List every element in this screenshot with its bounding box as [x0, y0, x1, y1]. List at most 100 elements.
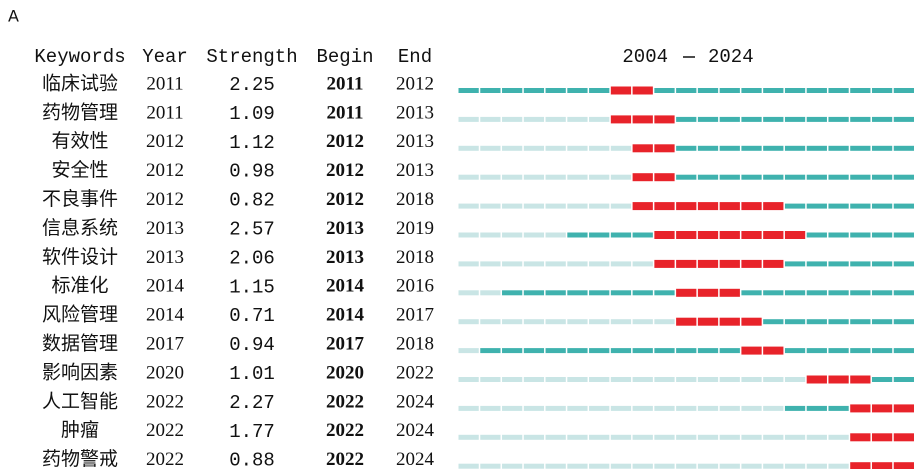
active-cell	[828, 203, 849, 209]
inactive-cell	[480, 319, 501, 325]
strength: 2.06	[229, 247, 275, 269]
active-cell	[697, 145, 719, 151]
inactive-cell	[763, 434, 784, 440]
active-cell	[850, 348, 871, 354]
burst-cell	[654, 173, 675, 182]
inactive-cell	[458, 232, 479, 238]
inactive-cell	[523, 203, 545, 209]
inactive-cell	[589, 319, 610, 325]
active-cell	[806, 116, 827, 122]
inactive-cell	[589, 463, 610, 469]
inactive-cell	[567, 405, 588, 411]
inactive-cell	[763, 377, 784, 382]
active-cell	[828, 232, 849, 238]
active-cell	[741, 290, 762, 296]
inactive-cell	[676, 463, 697, 469]
inactive-cell	[610, 145, 632, 151]
burst-cell	[610, 115, 632, 124]
inactive-cell	[719, 405, 740, 411]
year: 2020	[146, 362, 184, 383]
inactive-cell	[523, 377, 545, 382]
inactive-cell	[458, 174, 479, 180]
inactive-cell	[458, 377, 479, 382]
year: 2011	[146, 73, 183, 94]
inactive-cell	[523, 174, 545, 180]
strength: 0.82	[229, 190, 275, 212]
burst-cell	[893, 404, 914, 413]
keyword: 安全性	[51, 159, 108, 181]
keyword: 药物管理	[42, 101, 118, 123]
keyword: 信息系统	[42, 217, 118, 239]
active-cell	[893, 88, 914, 93]
inactive-cell	[610, 319, 632, 325]
active-cell	[632, 348, 653, 354]
begin: 2022	[326, 449, 364, 469]
inactive-cell	[523, 145, 545, 151]
active-cell	[697, 116, 719, 122]
active-cell	[763, 145, 784, 151]
active-cell	[502, 88, 523, 93]
active-cell	[828, 405, 849, 411]
inactive-cell	[502, 463, 523, 469]
inactive-cell	[654, 463, 675, 469]
burst-cell	[850, 375, 871, 384]
active-cell	[806, 348, 827, 354]
active-cell	[784, 88, 806, 93]
inactive-cell	[610, 405, 632, 411]
year: 2013	[146, 218, 184, 239]
active-cell	[871, 319, 893, 325]
burst-cell	[654, 259, 675, 268]
inactive-cell	[567, 116, 588, 122]
active-cell	[458, 88, 479, 93]
burst-cell	[654, 144, 675, 153]
keyword: 临床试验	[42, 72, 118, 94]
inactive-cell	[480, 290, 501, 296]
active-cell	[676, 88, 697, 93]
inactive-cell	[567, 174, 588, 180]
inactive-cell	[741, 377, 762, 382]
active-cell	[806, 174, 827, 180]
burst-cell	[850, 462, 871, 469]
burst-cell	[741, 259, 762, 268]
inactive-cell	[567, 203, 588, 209]
strength: 1.09	[229, 103, 275, 125]
active-cell	[806, 88, 827, 93]
inactive-cell	[697, 377, 719, 382]
active-cell	[719, 116, 740, 122]
inactive-cell	[610, 174, 632, 180]
begin: 2012	[326, 131, 364, 152]
end: 2024	[396, 420, 435, 441]
active-cell	[871, 145, 893, 151]
active-cell	[806, 232, 827, 238]
inactive-cell	[502, 434, 523, 440]
inactive-cell	[545, 203, 566, 209]
year: 2022	[146, 391, 184, 412]
inactive-cell	[480, 145, 501, 151]
inactive-cell	[523, 319, 545, 325]
inactive-cell	[545, 463, 566, 469]
burst-cell	[850, 433, 871, 442]
burst-cell	[632, 173, 653, 182]
inactive-cell	[632, 261, 653, 267]
active-cell	[784, 319, 806, 325]
begin: 2013	[326, 218, 364, 239]
active-cell	[871, 377, 893, 382]
active-cell	[871, 88, 893, 93]
inactive-cell	[806, 463, 827, 469]
active-cell	[763, 116, 784, 122]
begin: 2013	[326, 247, 364, 268]
strength: 0.88	[229, 450, 275, 469]
active-cell	[545, 88, 566, 93]
inactive-cell	[523, 434, 545, 440]
active-cell	[545, 290, 566, 296]
burst-cell	[697, 202, 719, 211]
active-cell	[697, 88, 719, 93]
inactive-cell	[545, 116, 566, 122]
active-cell	[632, 290, 653, 296]
active-cell	[806, 145, 827, 151]
inactive-cell	[523, 405, 545, 411]
active-cell	[763, 88, 784, 93]
inactive-cell	[719, 377, 740, 382]
burst-cell	[676, 231, 697, 239]
inactive-cell	[697, 463, 719, 469]
